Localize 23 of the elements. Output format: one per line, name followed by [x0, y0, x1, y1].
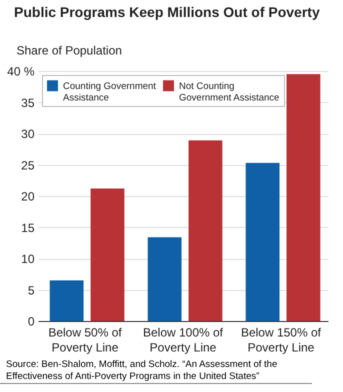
x-tick-label: Below 50% of Poverty Line [48, 326, 122, 354]
y-tick-label: 30 [21, 127, 35, 141]
y-tick-label: 15 [21, 220, 35, 235]
x-tick-label: Below 100% of Poverty Line [142, 326, 224, 354]
y-tick-label: 5 [28, 283, 35, 298]
bar [90, 188, 124, 321]
bar [50, 280, 84, 321]
legend-label: Not Counting Government Assistance [179, 80, 280, 104]
y-tick-label: 0 [28, 314, 35, 328]
y-axis-title: Share of Population [16, 44, 122, 58]
y-tick-label: 10 [21, 252, 35, 266]
y-tick-label: 40 % [7, 64, 35, 78]
y-tick-label: 35 [21, 96, 35, 110]
bar [188, 140, 222, 321]
bar [286, 74, 320, 321]
chart-title: Public Programs Keep Millions Out of Poverty [14, 4, 320, 20]
bar [148, 237, 182, 321]
y-tick-label: 25 [21, 158, 35, 172]
bar [246, 162, 280, 321]
source-note: Source: Ben-Shalom, Moffitt, and Scholz. “An Assessment of the Effectiveness of Anti-Poverty Programs in the United States” [0, 357, 312, 384]
legend-label: Counting Government Assistance [63, 80, 156, 104]
y-tick-label: 20 [21, 190, 35, 204]
x-tick-label: Below 150% of Poverty Line [240, 326, 322, 354]
